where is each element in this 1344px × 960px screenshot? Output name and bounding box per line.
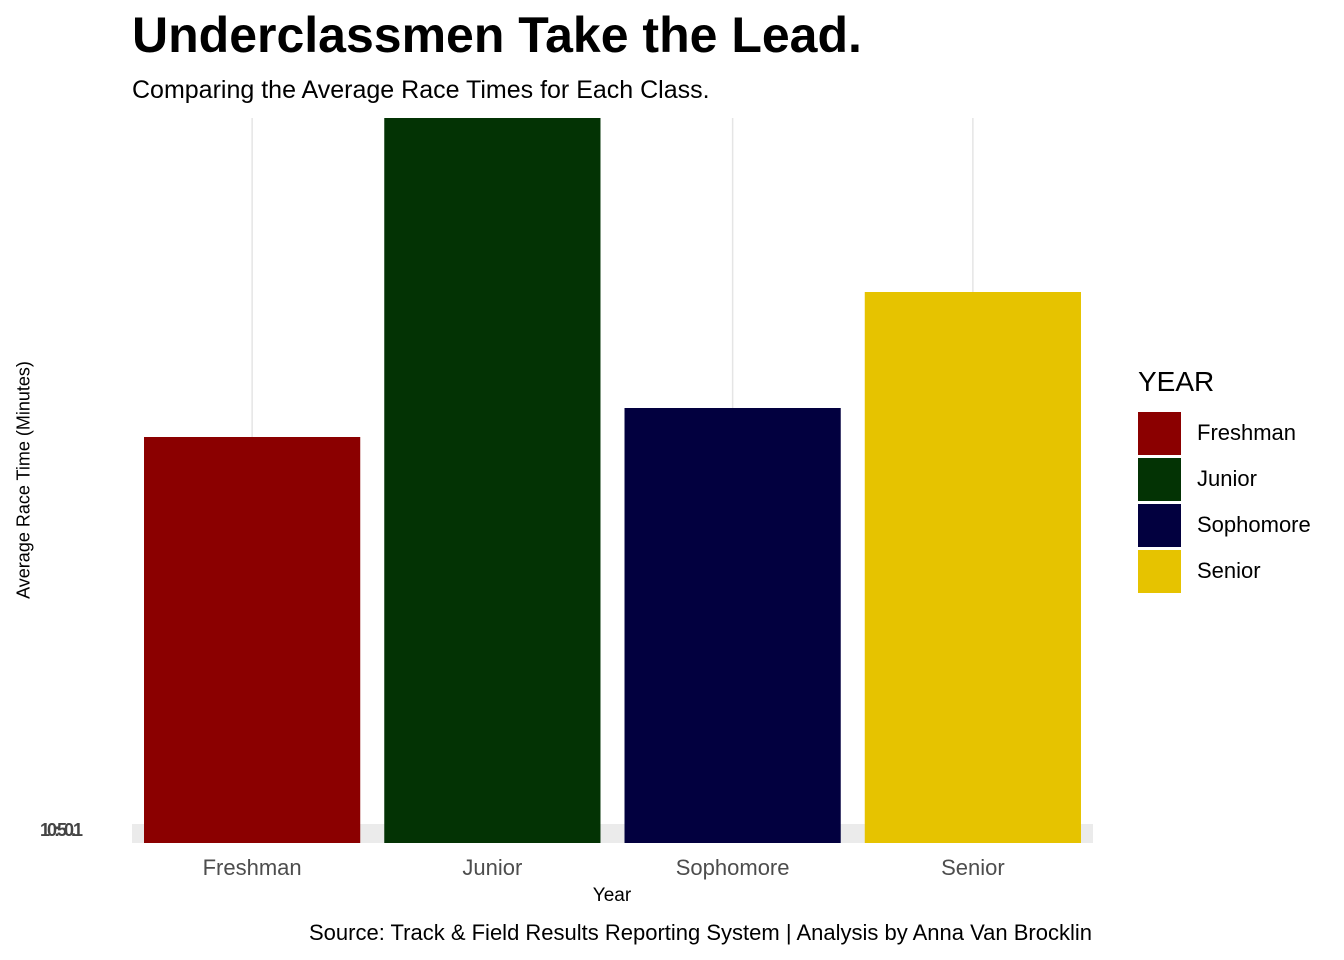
legend-label: Senior (1197, 558, 1261, 583)
legend-swatch (1138, 457, 1181, 501)
chart-subtitle: Comparing the Average Race Times for Eac… (132, 76, 710, 104)
bar-sophomore (624, 408, 841, 843)
x-axis-label: Year (592, 885, 632, 906)
legend-swatch (1138, 503, 1181, 547)
chart-caption: Source: Track & Field Results Reporting … (309, 920, 1092, 945)
bar-senior (864, 292, 1081, 843)
legend-swatch (1138, 549, 1181, 593)
legend-swatch (1138, 411, 1181, 455)
y-axis-label: Average Race Time (Minutes) (13, 361, 34, 599)
legend-item-senior: Senior (1138, 548, 1311, 594)
baseline-band (132, 824, 1093, 843)
legend-item-junior: Junior (1138, 456, 1311, 502)
x-tick-label: Senior (941, 855, 1005, 880)
legend-item-sophomore: Sophomore (1138, 502, 1311, 548)
legend-title: YEAR (1138, 366, 1215, 397)
legend-label: Freshman (1197, 420, 1297, 445)
chart-title: Underclassmen Take the Lead. (132, 7, 862, 63)
legend-label: Sophomore (1197, 512, 1311, 537)
legend-item-freshman: Freshman (1138, 410, 1311, 456)
bar-junior (384, 118, 601, 843)
y-tick-label: 10:50.1 (40, 820, 83, 840)
legend-label: Junior (1197, 466, 1257, 491)
x-tick-label: Freshman (203, 855, 302, 880)
legend: YEAR Freshman Junior Sophomore Senior (1138, 366, 1311, 594)
x-tick-label: Sophomore (676, 855, 790, 880)
bar-freshman (144, 437, 361, 843)
x-tick-label: Junior (462, 855, 522, 880)
